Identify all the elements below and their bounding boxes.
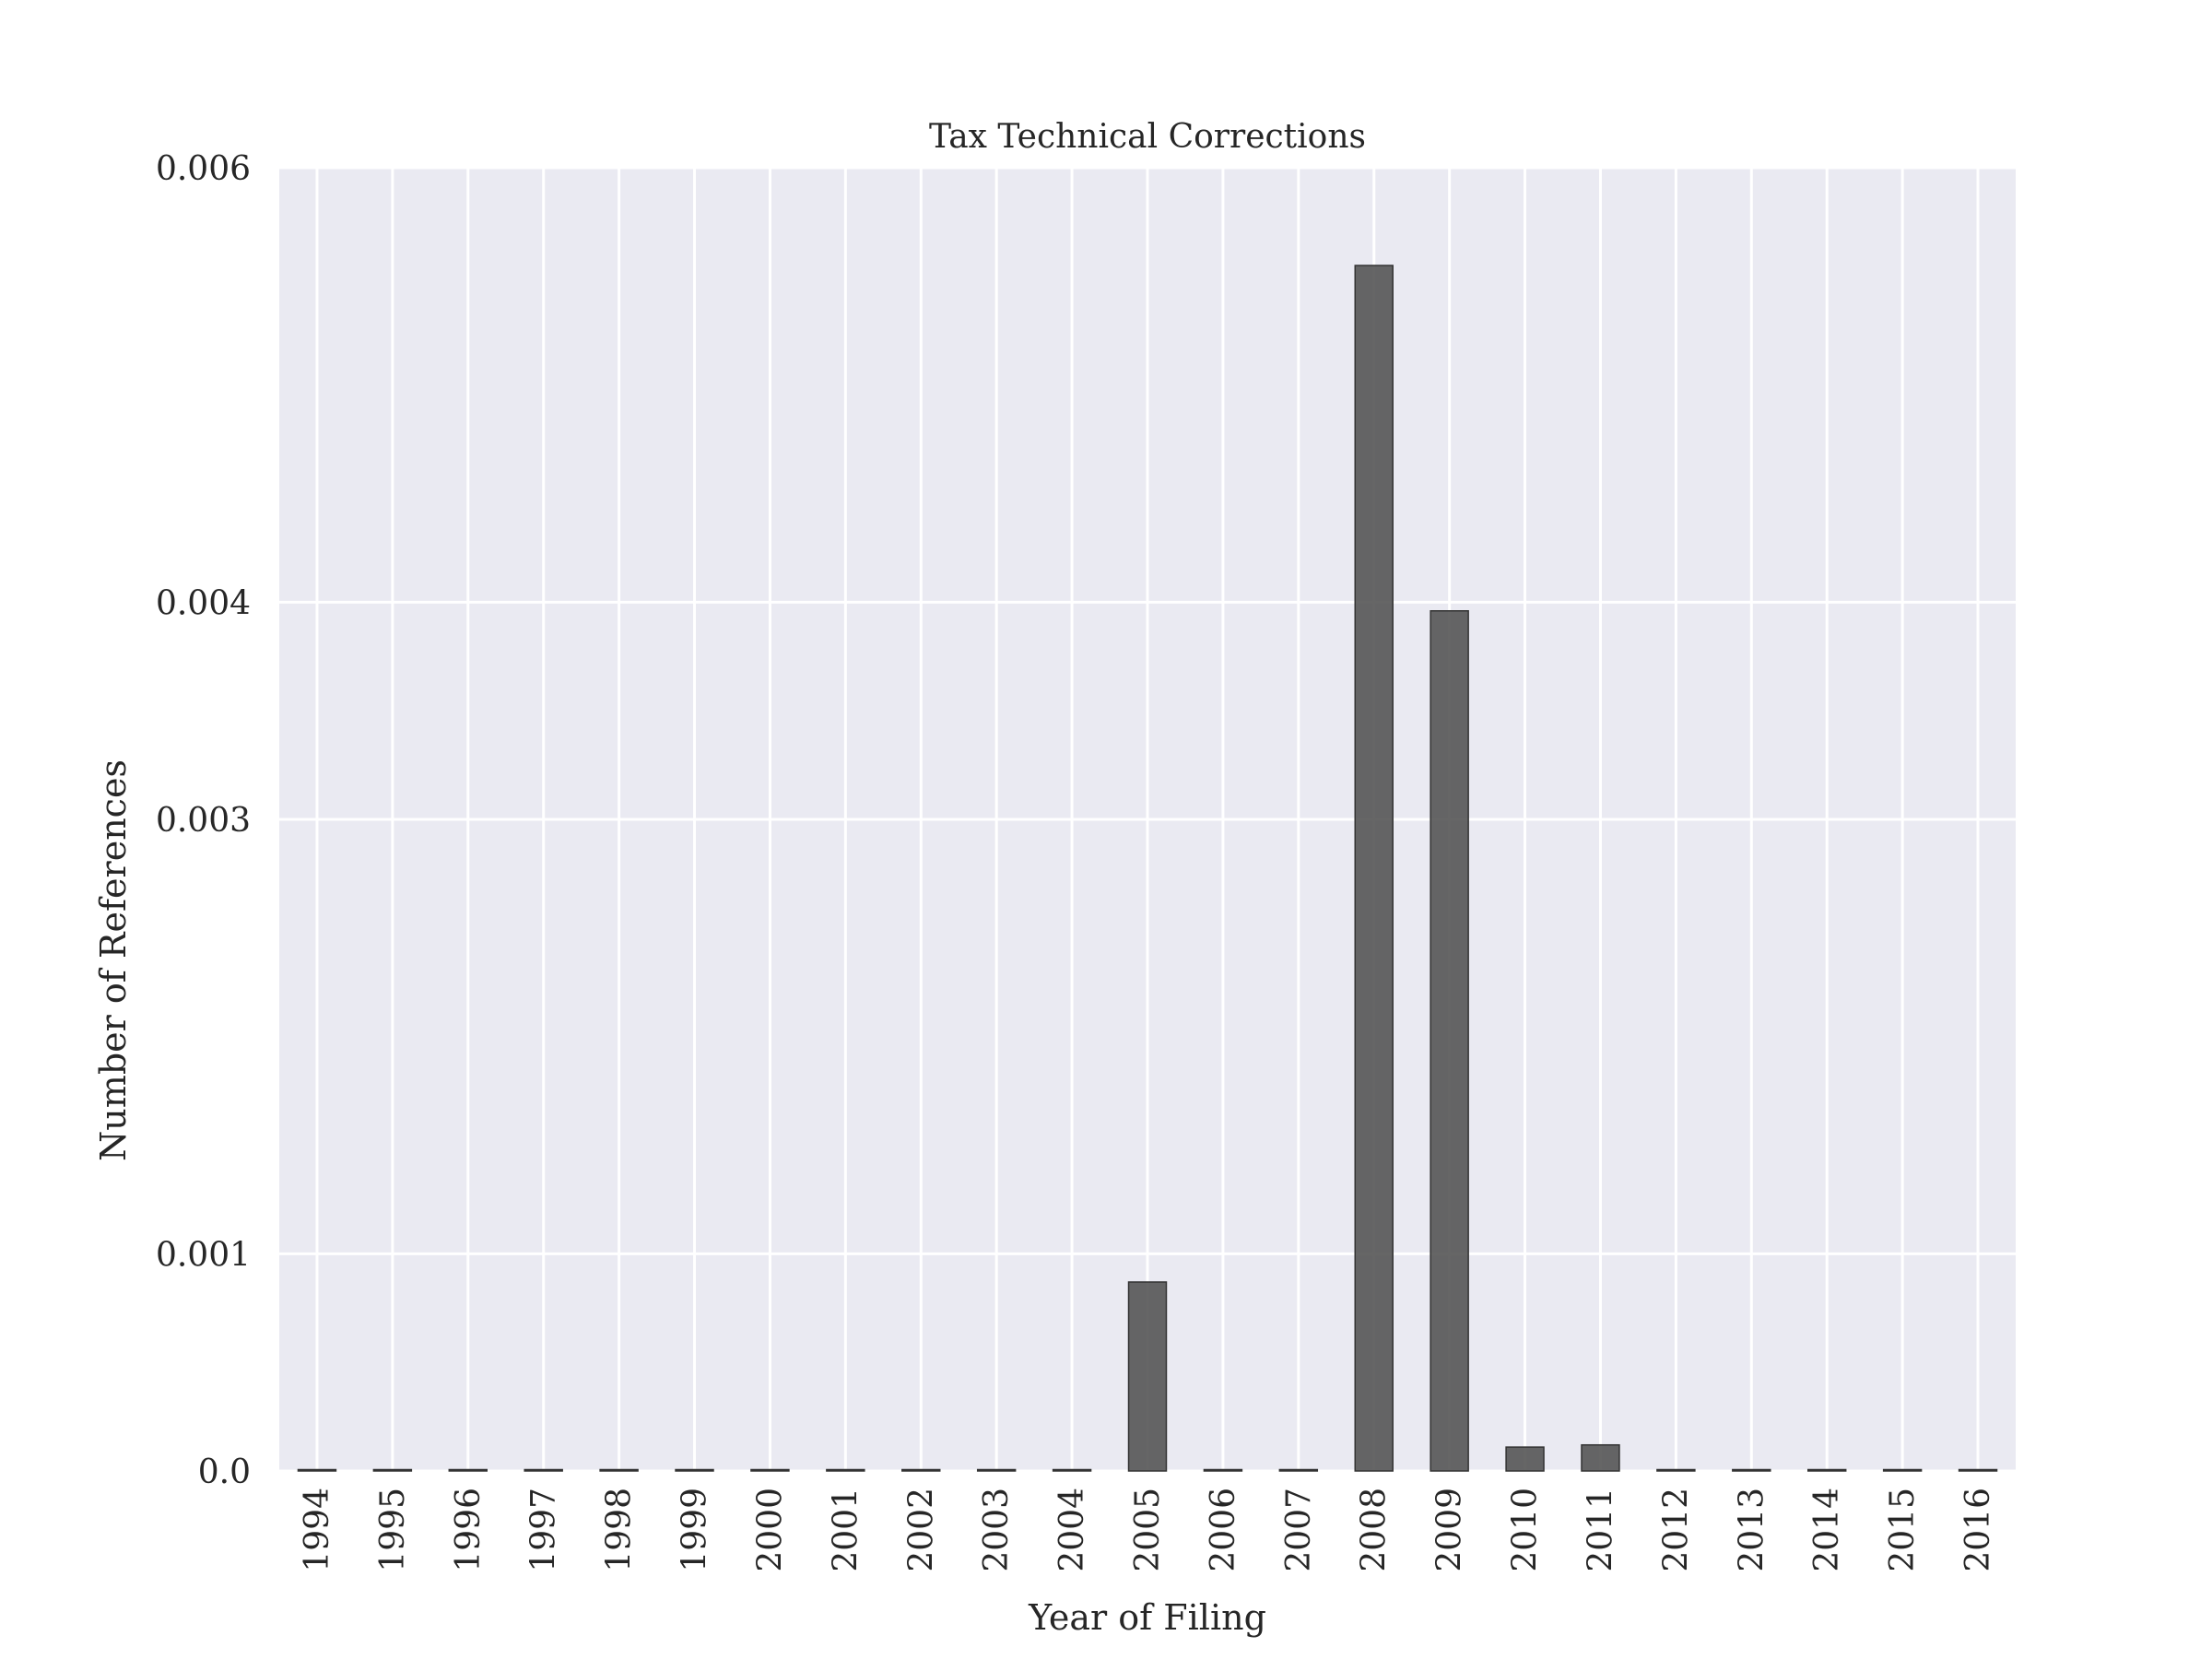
y-tick-label: 0.003 bbox=[156, 802, 251, 840]
bar-2007 bbox=[1278, 1468, 1319, 1472]
bar-2010 bbox=[1505, 1446, 1545, 1472]
x-tick-label: 2011 bbox=[1582, 1488, 1619, 1572]
x-tick-label: 1996 bbox=[450, 1488, 488, 1572]
y-tick-label: 0.0 bbox=[198, 1453, 251, 1491]
x-tick-label: 2010 bbox=[1507, 1488, 1545, 1572]
bar-2005 bbox=[1127, 1281, 1168, 1472]
bar-2001 bbox=[826, 1468, 865, 1472]
bar-2009 bbox=[1430, 610, 1469, 1472]
x-tick-label: 1998 bbox=[601, 1488, 639, 1572]
bar-1995 bbox=[372, 1468, 413, 1472]
bar-2002 bbox=[901, 1468, 941, 1472]
bars bbox=[297, 265, 1998, 1472]
x-tick-label: 1995 bbox=[374, 1488, 412, 1572]
y-tick-label: 0.006 bbox=[156, 150, 251, 188]
bar-2006 bbox=[1203, 1468, 1243, 1472]
bar-2016 bbox=[1958, 1468, 1998, 1472]
y-tick-label: 0.001 bbox=[156, 1236, 251, 1274]
bar-2013 bbox=[1732, 1468, 1771, 1472]
bar-2000 bbox=[750, 1468, 790, 1472]
x-tick-label: 2004 bbox=[1053, 1488, 1091, 1572]
x-axis-label: Year of Filing bbox=[1028, 1597, 1266, 1638]
x-tick-label: 2006 bbox=[1205, 1488, 1242, 1572]
x-tick-label: 2000 bbox=[751, 1488, 789, 1572]
x-tick-labels: 1994 1995 1996 1997 1998 1999 2000 2001 2002 2003… bbox=[299, 1488, 1997, 1572]
bar-1998 bbox=[599, 1468, 639, 1472]
x-tick-label: 2015 bbox=[1884, 1488, 1922, 1572]
x-tick-label: 2009 bbox=[1431, 1488, 1469, 1572]
x-tick-label: 2002 bbox=[902, 1488, 940, 1572]
x-tick-label: 2014 bbox=[1808, 1488, 1846, 1572]
x-tick-label: 1994 bbox=[299, 1488, 336, 1572]
bar-1999 bbox=[675, 1468, 714, 1472]
bar-2015 bbox=[1882, 1468, 1923, 1472]
bar-1997 bbox=[524, 1468, 563, 1472]
x-tick-label: 2012 bbox=[1657, 1488, 1695, 1572]
bar-1994 bbox=[297, 1468, 337, 1472]
x-tick-label: 1997 bbox=[525, 1488, 563, 1572]
x-tick-label: 2003 bbox=[978, 1488, 1016, 1572]
y-axis-label: Number of References bbox=[93, 759, 134, 1161]
bar-2011 bbox=[1581, 1443, 1620, 1472]
bar-1996 bbox=[448, 1468, 488, 1472]
bar-2004 bbox=[1052, 1468, 1092, 1472]
bar-2014 bbox=[1806, 1468, 1847, 1472]
bar-2003 bbox=[976, 1468, 1017, 1472]
bar-2012 bbox=[1656, 1468, 1696, 1472]
y-tick-label: 0.004 bbox=[156, 584, 251, 622]
x-tick-label: 2008 bbox=[1356, 1488, 1394, 1572]
bar-2008 bbox=[1354, 265, 1394, 1472]
x-tick-label: 2005 bbox=[1129, 1488, 1167, 1572]
x-tick-label: 2013 bbox=[1733, 1488, 1771, 1572]
y-tick-labels: 0.0 0.001 0.003 0.004 0.006 bbox=[156, 150, 251, 1491]
x-tick-label: 2007 bbox=[1280, 1488, 1318, 1572]
x-tick-label: 2001 bbox=[827, 1488, 865, 1572]
chart-title: Tax Technical Corrections bbox=[929, 118, 1366, 156]
x-tick-label: 2016 bbox=[1959, 1488, 1997, 1572]
x-tick-label: 1999 bbox=[677, 1488, 714, 1572]
